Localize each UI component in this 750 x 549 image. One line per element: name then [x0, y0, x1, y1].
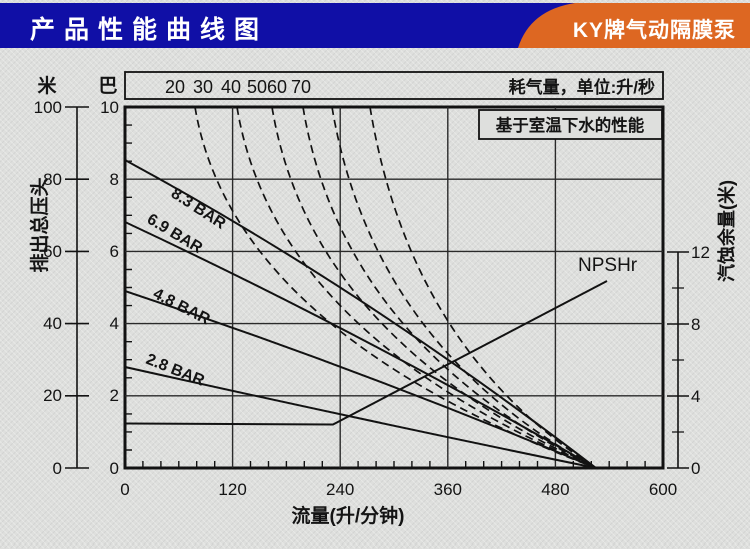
label-4-8-bar: 4.8 BAR [150, 285, 213, 328]
flow-tick-120: 120 [218, 480, 246, 499]
left-axis-unit-m: 米 [37, 74, 57, 97]
air-curve-50 [302, 106, 597, 469]
flow-tick-360: 360 [434, 480, 462, 499]
note-box-label: 基于室温下水的性能 [496, 115, 645, 135]
top-tick-70: 70 [291, 77, 311, 97]
npsh-tick-8: 8 [691, 315, 700, 334]
x-axis-title: 流量(升/分钟) [292, 504, 405, 527]
top-tick-40: 40 [221, 77, 241, 97]
top-tick-50: 50 [247, 77, 267, 97]
m-tick-0: 0 [53, 459, 62, 478]
m-tick-60: 60 [43, 242, 62, 261]
performance-chart: 基于室温下水的性能 20 30 40 50 60 70 耗气量，单位:升/秒 米… [0, 48, 750, 544]
plot-border [123, 105, 665, 470]
air-curve-70 [369, 106, 597, 469]
top-axis-label: 耗气量，单位:升/秒 [509, 77, 655, 97]
curve-4-8-bar [124, 290, 597, 469]
bottom-minor-ticks [142, 461, 646, 468]
bar-tick-4: 4 [110, 314, 119, 333]
npsh-axis-minor-ticks [672, 287, 684, 433]
curve-6-9-bar [124, 221, 597, 469]
left-axis-title: 排出总压头 [28, 177, 51, 272]
grid-horizontal-lines [125, 178, 663, 397]
m-tick-40: 40 [43, 314, 62, 333]
top-tick-30: 30 [193, 77, 213, 97]
bar-tick-8: 8 [110, 170, 119, 189]
npsh-axis-major-ticks [667, 251, 689, 469]
note-box [478, 109, 663, 140]
bar-tick-10: 10 [100, 98, 119, 117]
m-tick-80: 80 [43, 170, 62, 189]
left-minor-ticks [125, 124, 132, 451]
brand-badge: KY牌气动隔膜泵 [572, 19, 736, 42]
meters-axis-ticks [65, 106, 89, 469]
right-axis-title: 汽蚀余量(米) [716, 180, 737, 282]
npsh-tick-0: 0 [691, 459, 700, 478]
npsh-tick-4: 4 [691, 387, 700, 406]
page-title: 产品性能曲线图 [30, 16, 269, 44]
left-axis-unit-bar: 巴 [98, 76, 117, 97]
top-tick-60: 60 [267, 77, 287, 97]
bar-tick-2: 2 [110, 386, 119, 405]
flow-tick-600: 600 [649, 480, 677, 499]
air-curve-40 [271, 106, 597, 469]
grid-vertical-lines [231, 107, 557, 468]
air-curve-20 [194, 106, 597, 469]
orange-swoosh-shape [518, 3, 750, 48]
chart-svg: 基于室温下水的性能 20 30 40 50 60 70 耗气量，单位:升/秒 米… [28, 71, 737, 527]
pressure-curves [124, 159, 608, 469]
air-curve-30 [236, 106, 597, 469]
bar-tick-0: 0 [110, 459, 119, 478]
flow-tick-480: 480 [541, 480, 569, 499]
bar-tick-6: 6 [110, 242, 119, 261]
air-consumption-box [124, 71, 664, 100]
flow-tick-0: 0 [120, 480, 129, 499]
m-tick-20: 20 [43, 386, 62, 405]
m-tick-100: 100 [34, 98, 62, 117]
label-npshr: NPSHr [578, 255, 638, 276]
label-2-8-bar: 2.8 BAR [144, 351, 208, 390]
curve-8-3-bar [124, 159, 597, 469]
flow-tick-240: 240 [326, 480, 354, 499]
curve-npshr [124, 280, 608, 426]
npsh-tick-12: 12 [691, 243, 710, 262]
title-bar: 产品性能曲线图 KY牌气动隔膜泵 [0, 3, 750, 48]
air-curve-60 [331, 106, 597, 469]
top-tick-20: 20 [165, 77, 185, 97]
curve-2-8-bar [124, 366, 597, 469]
air-consumption-curves [194, 106, 597, 469]
